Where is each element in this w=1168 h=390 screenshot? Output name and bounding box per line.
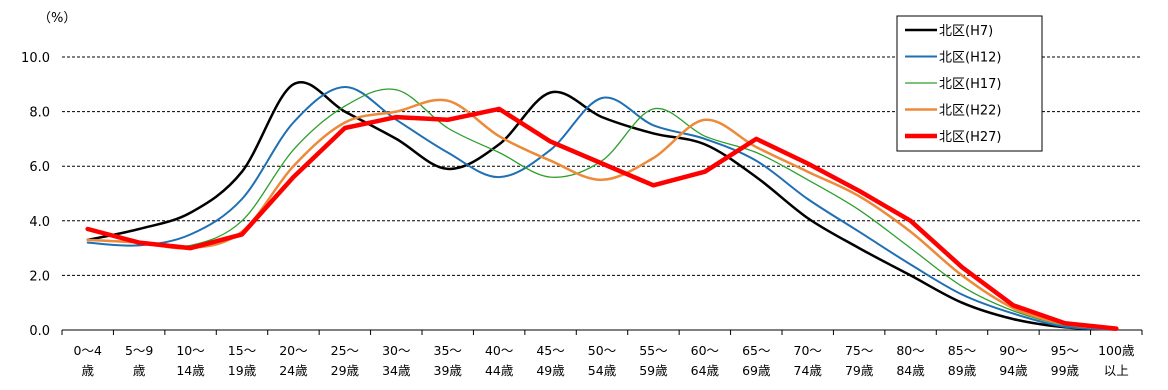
x-tick-label: 25～ 29歳: [331, 343, 360, 378]
x-tick-label: 20～ 24歳: [279, 343, 308, 378]
x-tick-label: 0～4 歳: [74, 343, 102, 378]
series-line-3: [87, 88, 1117, 330]
legend-label: 北区(H22): [939, 104, 1001, 119]
y-tick-label: 4.0: [29, 215, 50, 230]
x-tick-label: 10～ 14歳: [176, 343, 205, 378]
x-tick-label: 100歳以上: [1098, 343, 1135, 378]
series-line-2: [86, 85, 1118, 331]
legend-label: 北区(H12): [939, 51, 1001, 66]
x-tick-label: 95～ 99歳: [1051, 343, 1080, 378]
x-tick-label: 65～ 69歳: [742, 343, 771, 378]
series-lines: [85, 81, 1119, 331]
x-tick-label: 5～9 歳: [125, 343, 153, 378]
y-unit-label: （%）: [38, 11, 76, 26]
y-tick-label: 0.0: [29, 324, 50, 339]
legend-label: 北区(H7): [939, 24, 993, 39]
legend: 北区(H7) 北区(H12) 北区(H17) 北区(H22) 北区(H27): [896, 15, 1043, 152]
x-tick-label: 35～ 39歳: [434, 343, 463, 378]
y-tick-label: 2.0: [29, 269, 50, 284]
legend-label: 北区(H17): [939, 77, 1001, 92]
y-axis-ticks: 0.0 2.0 4.0 6.0 8.0 10.0: [21, 51, 50, 339]
series-line-1: [86, 81, 1118, 331]
x-tick-label: 40～ 44歳: [485, 343, 514, 378]
x-tick-label: 80～ 84歳: [896, 343, 925, 378]
y-tick-label: 6.0: [29, 160, 50, 175]
x-tick-label: 30～ 34歳: [382, 343, 411, 378]
x-tick-label: 85～ 89歳: [948, 343, 977, 378]
x-tick-label: 70～ 74歳: [794, 343, 823, 378]
series-line-5: [85, 106, 1119, 331]
x-tick-label: 90～ 94歳: [999, 343, 1028, 378]
x-tick-label: 50～ 54歳: [588, 343, 617, 378]
x-axis: 0～4 歳 5～9 歳 10～ 14歳 15～ 19歳 20～ 24歳 25～ 29歳 30～ 34歳 35…: [61, 329, 1143, 378]
x-tick-label: 55～ 59歳: [639, 343, 668, 378]
x-tick-label: 15～ 19歳: [228, 343, 257, 378]
y-tick-label: 10.0: [21, 51, 50, 66]
y-tick-label: 8.0: [29, 106, 50, 121]
x-tick-label: 60～ 64歳: [691, 343, 720, 378]
x-tick-label: 45～ 49歳: [536, 343, 565, 378]
legend-label: 北区(H27): [939, 130, 1001, 145]
x-tick-label: 75～ 79歳: [845, 343, 874, 378]
